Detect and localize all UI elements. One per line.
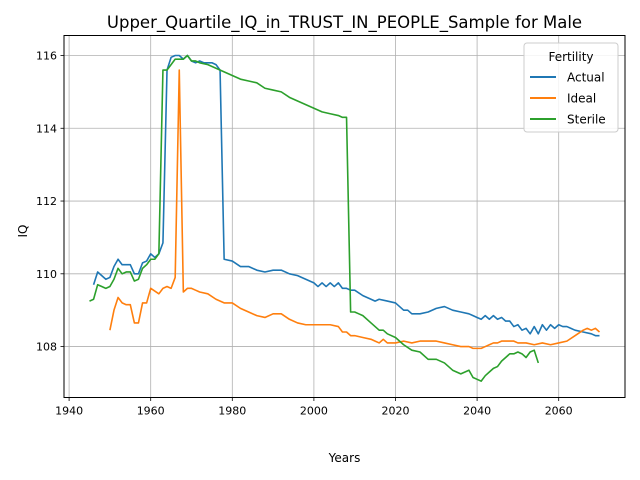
legend-label-sterile: Sterile: [567, 113, 606, 127]
legend-label-actual: Actual: [567, 71, 605, 85]
y-tick-label: 110: [36, 268, 57, 281]
x-tick-label: 2040: [463, 405, 491, 418]
y-tick-label: 114: [36, 122, 57, 135]
y-tick-label: 116: [36, 50, 57, 63]
x-tick-label: 1960: [137, 405, 165, 418]
y-axis-label: IQ: [16, 225, 30, 238]
y-tick-label: 108: [36, 341, 57, 354]
chart-title: Upper_Quartile_IQ_in_TRUST_IN_PEOPLE_Sam…: [107, 13, 582, 33]
legend-title: Fertility: [548, 50, 593, 64]
legend: Fertility Actual Ideal Sterile: [524, 43, 618, 132]
x-tick-label: 1980: [218, 405, 246, 418]
x-tick-label: 2060: [545, 405, 573, 418]
y-tick-label: 112: [36, 195, 57, 208]
x-tick-label: 1940: [55, 405, 83, 418]
x-tick-label: 2000: [300, 405, 328, 418]
x-axis-label: Years: [328, 451, 361, 465]
legend-label-ideal: Ideal: [567, 92, 596, 106]
x-tick-label: 2020: [382, 405, 410, 418]
